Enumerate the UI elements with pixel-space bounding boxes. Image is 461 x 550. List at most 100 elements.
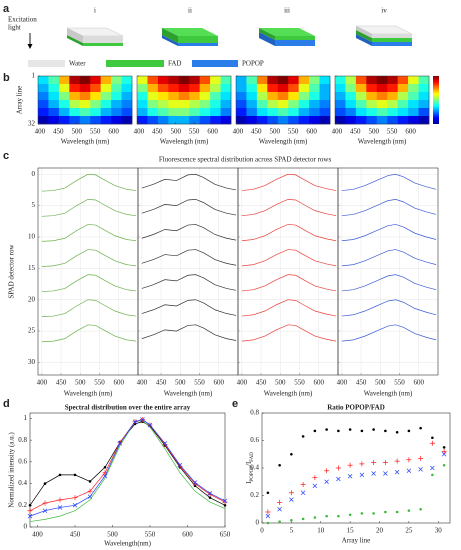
- point: [289, 497, 294, 502]
- heat-cell: [345, 100, 357, 109]
- spectrum-line: [41, 324, 137, 343]
- heat-cell: [210, 76, 221, 85]
- heat-cell: [137, 92, 148, 101]
- heat-cell: [178, 100, 190, 109]
- y-tick-label: 1: [24, 414, 28, 422]
- point: [336, 476, 341, 482]
- point: [72, 503, 78, 508]
- heat-cell: [288, 100, 299, 109]
- heat-cell: [168, 84, 180, 93]
- heat-cell: [121, 108, 133, 117]
- x-tick-label: 400: [337, 379, 348, 387]
- x-tick-label: 400: [37, 379, 48, 387]
- point: [87, 494, 93, 499]
- point: [177, 462, 183, 468]
- x-tick-label: 550: [194, 379, 205, 387]
- point: [57, 497, 63, 503]
- heat-cell: [189, 116, 200, 125]
- y-axis-label-part: FAD: [250, 452, 255, 462]
- heat-cell: [79, 84, 91, 93]
- spectrum-line: [41, 173, 137, 192]
- heat-cell: [111, 108, 122, 117]
- heat-cell: [236, 76, 247, 85]
- spectrum-line: [141, 299, 237, 316]
- point: [312, 475, 318, 481]
- column-label: i: [94, 7, 96, 15]
- plot-frame: [337, 167, 439, 376]
- point: [28, 503, 32, 507]
- spectrum-line: [241, 173, 337, 191]
- heat-cell: [298, 84, 310, 93]
- point: [335, 465, 341, 471]
- panel-label: a: [3, 3, 10, 15]
- x-tick-label: 15: [347, 527, 355, 535]
- column-label: ii: [188, 7, 192, 15]
- heat-cell: [168, 92, 180, 101]
- heat-cell: [288, 76, 299, 85]
- heat-cell: [277, 108, 289, 117]
- heat-cell: [199, 100, 211, 109]
- heat-cell: [178, 76, 190, 85]
- heat-cell: [168, 108, 180, 117]
- heat-cell: [345, 92, 357, 101]
- spectrum-line: [41, 274, 137, 292]
- point: [73, 473, 77, 477]
- x-tick-label: 500: [269, 128, 280, 136]
- heat-cell: [48, 108, 60, 117]
- x-tick-label: 450: [53, 128, 64, 136]
- heat-cell: [355, 76, 367, 85]
- heat-cell: [335, 108, 346, 117]
- heat-cell: [408, 116, 419, 125]
- x-axis-label: Array line: [342, 537, 371, 545]
- y-tick-label: 0: [24, 523, 28, 531]
- heat-cell: [366, 108, 378, 117]
- plot-frame: [334, 75, 430, 125]
- y-axis-label-part: POPOP: [250, 466, 255, 482]
- point: [384, 429, 387, 433]
- heat-cell: [199, 108, 211, 117]
- y-axis-label: Array line: [16, 86, 24, 115]
- panel-label: e: [232, 398, 238, 410]
- chart-title: Spectral distribution over the entire ar…: [65, 404, 191, 412]
- heat-cell: [157, 84, 169, 93]
- heat-cell: [79, 76, 91, 85]
- heat-cell: [267, 92, 279, 101]
- x-axis-label: Wavelength (nm): [264, 390, 313, 398]
- x-tick-label: 0: [260, 527, 264, 535]
- heat-cell: [48, 92, 60, 101]
- heat-cell: [147, 100, 159, 109]
- y-tick-label: 0.6: [250, 436, 259, 444]
- heat-cell: [111, 116, 122, 125]
- point: [325, 428, 328, 431]
- y-tick-label: 32: [28, 120, 36, 128]
- heat-cell: [246, 84, 258, 93]
- spectrum-line: [141, 199, 237, 216]
- heat-cell: [147, 76, 159, 85]
- y-tick-label: 25: [28, 327, 36, 335]
- heat-cell: [397, 92, 409, 101]
- heat-cell: [408, 92, 419, 101]
- spectrum-line: [241, 324, 337, 342]
- heat-cell: [335, 92, 346, 101]
- heat-cell: [256, 92, 268, 101]
- y-tick-label: 0.8: [18, 436, 27, 444]
- x-axis-label: Wavelength (nm): [358, 138, 407, 146]
- x-tick-label: 600: [414, 379, 425, 387]
- excitation-arrow: [27, 33, 33, 49]
- colorbar: [433, 76, 439, 124]
- x-tick-label: 400: [137, 379, 148, 387]
- x-tick-label: 600: [214, 379, 225, 387]
- heat-cell: [277, 100, 289, 109]
- heat-cell: [397, 100, 409, 109]
- point: [132, 419, 138, 424]
- point: [192, 480, 198, 485]
- heat-cell: [48, 100, 60, 109]
- spectrum-line: [141, 173, 237, 191]
- heat-cell: [309, 116, 320, 125]
- heat-cell: [408, 84, 419, 93]
- x-axis-label: Wavelength (nm): [259, 138, 308, 146]
- x-tick-label: 500: [170, 128, 181, 136]
- heat-cell: [256, 76, 268, 85]
- heat-cell: [246, 100, 258, 109]
- heat-cell: [90, 100, 101, 109]
